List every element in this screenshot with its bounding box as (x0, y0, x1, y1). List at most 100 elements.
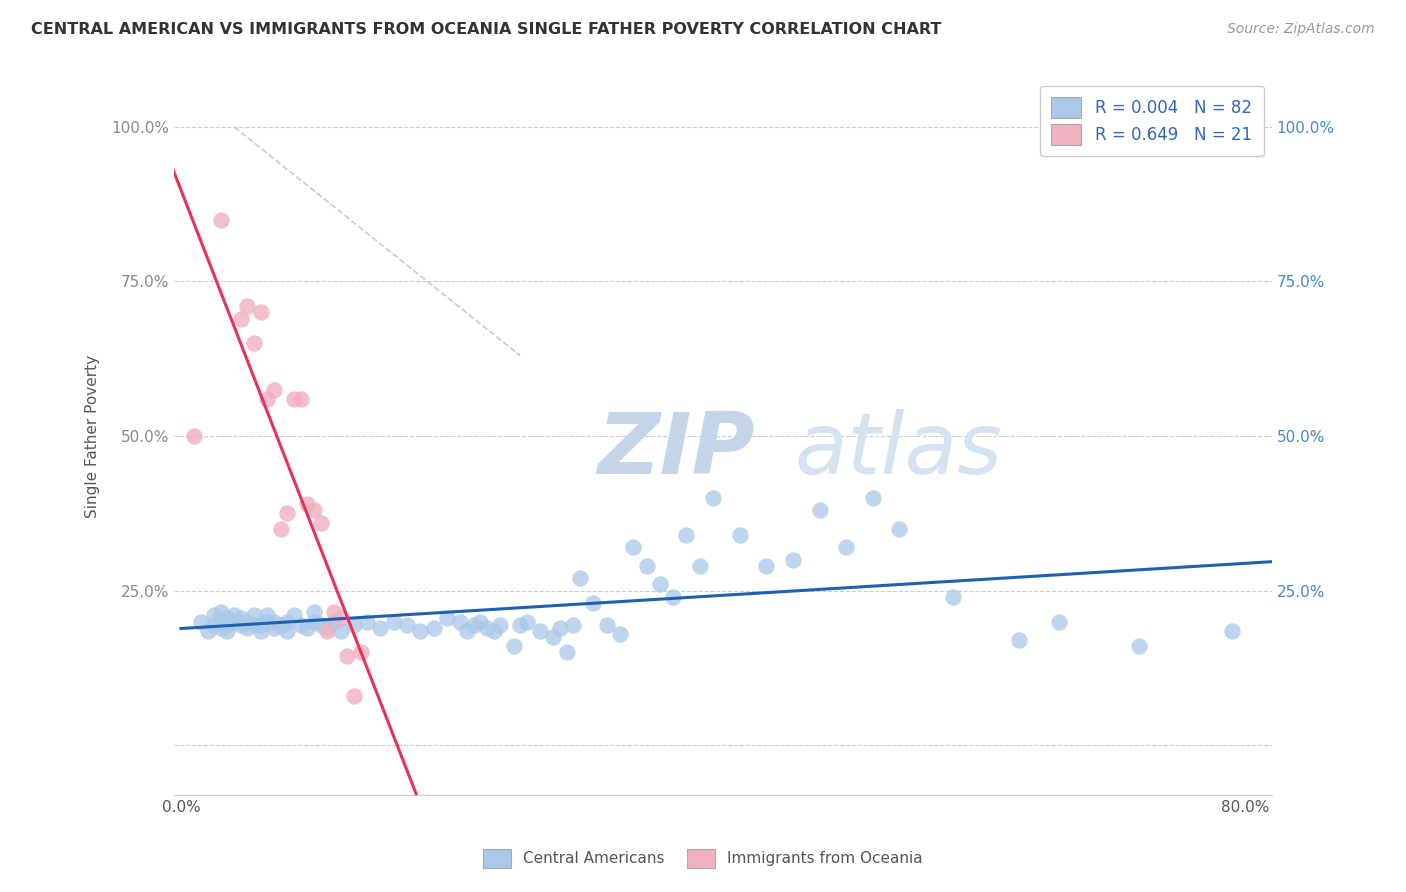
Point (263, 383, 285, 397)
Point (290, 617, 312, 632)
Point (456, 624, 478, 638)
Point (728, 528, 751, 542)
Text: CENTRAL AMERICAN VS IMMIGRANTS FROM OCEANIA SINGLE FATHER POVERTY CORRELATION CH: CENTRAL AMERICAN VS IMMIGRANTS FROM OCEA… (31, 22, 941, 37)
Point (202, 608, 225, 623)
Point (449, 615, 471, 629)
Point (276, 624, 298, 638)
Point (316, 624, 339, 638)
Point (197, 624, 219, 638)
Point (229, 611, 252, 625)
Point (183, 429, 205, 443)
Legend: R = 0.004   N = 82, R = 0.649   N = 21: R = 0.004 N = 82, R = 0.649 N = 21 (1040, 86, 1264, 156)
Point (209, 615, 232, 629)
Point (323, 605, 346, 619)
Point (263, 615, 285, 629)
Point (236, 299, 259, 313)
Point (509, 617, 531, 632)
Point (276, 615, 298, 629)
Point (243, 608, 266, 623)
Point (217, 617, 239, 632)
Point (942, 590, 965, 604)
Point (336, 648, 359, 663)
Point (1008, 633, 1031, 648)
Text: ZIP: ZIP (598, 409, 755, 491)
Point (236, 615, 259, 629)
Point (548, 621, 571, 635)
Point (297, 621, 319, 635)
Point (229, 617, 252, 632)
Point (256, 615, 278, 629)
Point (256, 608, 278, 623)
Point (329, 624, 352, 638)
Point (555, 645, 578, 659)
Point (243, 336, 266, 351)
Point (224, 608, 246, 623)
Point (263, 621, 285, 635)
Point (502, 640, 524, 654)
Point (835, 541, 858, 555)
Point (309, 516, 332, 530)
Point (436, 611, 458, 625)
Point (329, 611, 352, 625)
Point (755, 558, 778, 573)
Point (702, 491, 724, 505)
Point (217, 624, 239, 638)
Point (396, 617, 419, 632)
Text: atlas: atlas (794, 409, 1002, 491)
Point (309, 617, 332, 632)
Point (1220, 624, 1243, 638)
Point (217, 611, 239, 625)
Point (1128, 640, 1150, 654)
Point (249, 305, 271, 319)
Point (349, 645, 371, 659)
Point (889, 522, 911, 536)
Point (675, 528, 697, 542)
Point (422, 621, 444, 635)
Point (190, 615, 212, 629)
Point (543, 630, 565, 644)
Point (862, 491, 884, 505)
Point (648, 577, 671, 591)
Point (621, 541, 644, 555)
Point (356, 615, 378, 629)
Point (283, 608, 305, 623)
Point (276, 507, 298, 521)
Point (256, 392, 278, 406)
Point (595, 617, 617, 632)
Legend: Central Americans, Immigrants from Oceania: Central Americans, Immigrants from Ocean… (471, 837, 935, 880)
Point (609, 627, 631, 641)
Point (202, 617, 225, 632)
Point (343, 689, 366, 703)
Y-axis label: Single Father Poverty: Single Father Poverty (86, 354, 100, 517)
Point (249, 617, 271, 632)
Point (470, 615, 492, 629)
Point (582, 596, 605, 610)
Point (249, 624, 271, 638)
Point (343, 617, 366, 632)
Point (209, 605, 232, 619)
Point (782, 553, 804, 567)
Point (243, 617, 266, 632)
Point (302, 503, 325, 517)
Point (290, 392, 312, 406)
Point (297, 497, 319, 511)
Point (636, 558, 658, 573)
Point (224, 615, 246, 629)
Point (516, 615, 538, 629)
Point (209, 621, 232, 635)
Point (463, 617, 485, 632)
Point (569, 571, 592, 585)
Point (1047, 615, 1070, 629)
Point (409, 624, 432, 638)
Point (689, 558, 711, 573)
Text: Source: ZipAtlas.com: Source: ZipAtlas.com (1227, 22, 1375, 37)
Point (489, 617, 512, 632)
Point (475, 621, 498, 635)
Point (323, 615, 346, 629)
Point (808, 503, 831, 517)
Point (316, 621, 339, 635)
Point (209, 212, 232, 227)
Point (302, 615, 325, 629)
Point (229, 311, 252, 326)
Point (482, 624, 505, 638)
